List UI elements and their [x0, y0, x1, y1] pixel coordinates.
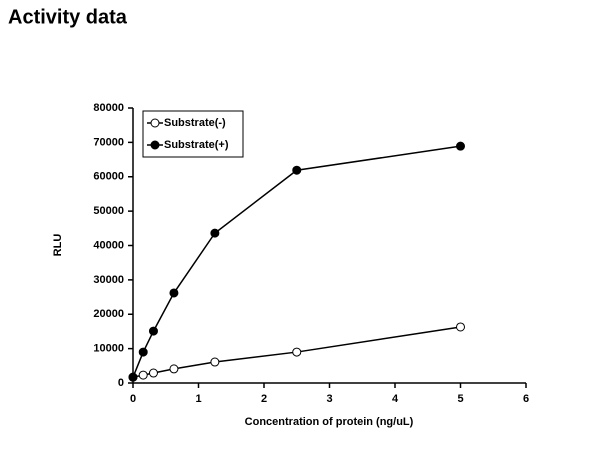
- y-tick-label: 50000: [93, 205, 124, 217]
- y-tick-label: 20000: [93, 308, 124, 320]
- marker: [210, 357, 220, 367]
- y-axis-label: RLU: [52, 234, 64, 257]
- x-tick-label: 4: [392, 393, 399, 405]
- marker: [128, 372, 138, 382]
- marker: [456, 322, 465, 332]
- marker: [138, 370, 148, 380]
- y-tick-label: 0: [118, 377, 124, 389]
- y-tick-label: 10000: [93, 343, 124, 355]
- marker: [169, 288, 179, 298]
- marker: [138, 347, 148, 357]
- x-tick-label: 3: [326, 393, 332, 405]
- marker: [210, 228, 220, 238]
- x-tick-label: 1: [195, 393, 201, 405]
- marker: [148, 368, 158, 378]
- marker: [456, 141, 465, 151]
- y-tick-label: 30000: [93, 274, 124, 286]
- series-line: [132, 145, 461, 378]
- legend-label: Substrate(+): [164, 139, 229, 151]
- y-tick-label: 80000: [93, 102, 124, 114]
- marker: [292, 347, 302, 357]
- y-tick-label: 40000: [93, 239, 124, 251]
- legend-box: [142, 110, 244, 158]
- chart-title: Activity data: [8, 6, 128, 28]
- marker: [169, 364, 179, 374]
- marker: [148, 326, 158, 336]
- x-tick-label: 6: [523, 393, 529, 405]
- marker: [292, 165, 302, 175]
- x-tick-label: 2: [261, 393, 267, 405]
- x-tick-label: 0: [130, 393, 136, 405]
- legend-marker: [150, 118, 160, 128]
- x-tick-label: 5: [457, 393, 463, 405]
- legend-marker: [150, 140, 160, 150]
- y-tick-label: 70000: [93, 136, 124, 148]
- y-tick-label: 60000: [93, 171, 124, 183]
- legend-label: Substrate(-): [164, 117, 226, 129]
- x-axis-label: Concentration of protein (ng/uL): [245, 416, 414, 428]
